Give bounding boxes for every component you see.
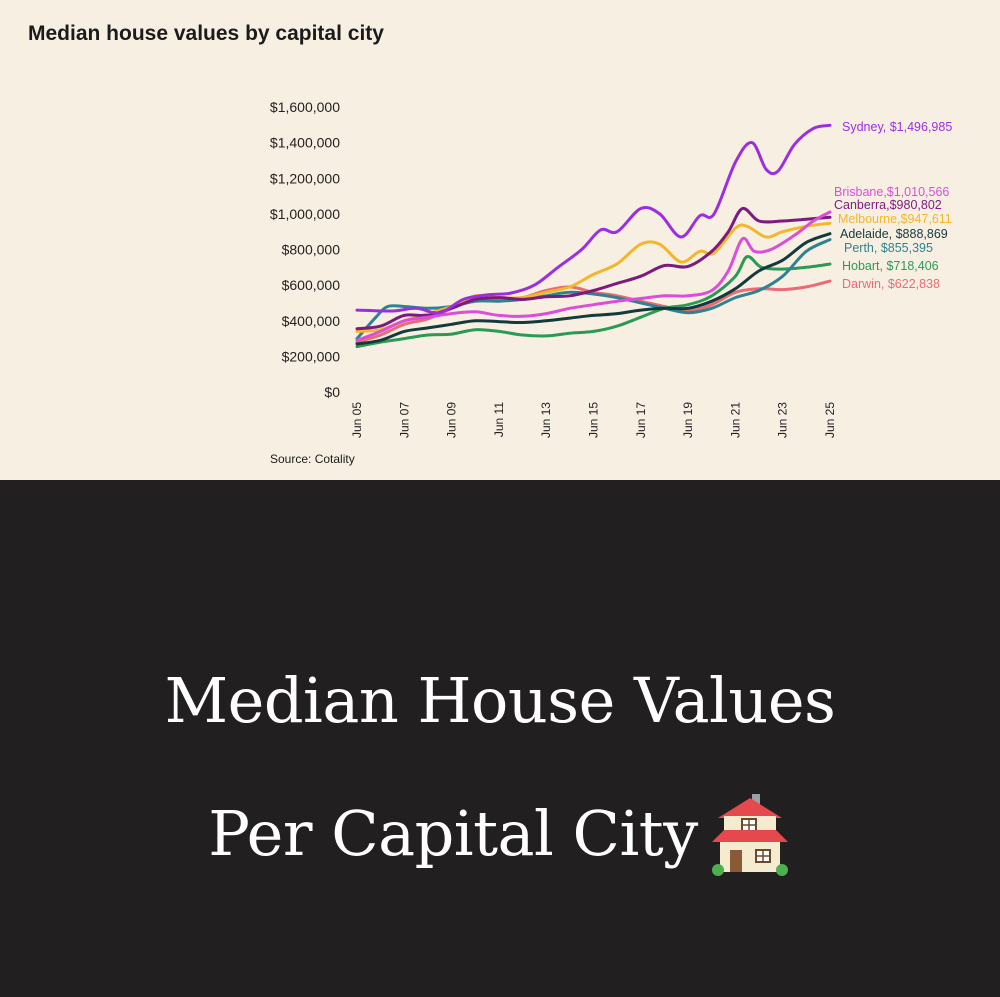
x-tick-label: Jun 13 [539, 402, 553, 438]
x-tick-label: Jun 23 [776, 402, 790, 438]
series-line-hobart [355, 255, 832, 349]
chart-title: Median house values by capital city [28, 22, 384, 45]
chart-source: Source: Cotality [270, 452, 355, 466]
end-label-brisbane: Brisbane,$1,010,566 [834, 185, 949, 199]
series-line-brisbane [355, 210, 832, 342]
series-line-sydney [355, 123, 832, 315]
y-tick-label: $1,000,000 [270, 206, 340, 222]
x-tick-label: Jun 25 [823, 402, 837, 438]
end-label-melbourne: Melbourne,$947,611 [838, 212, 952, 226]
end-label-sydney: Sydney, $1,496,985 [842, 120, 952, 134]
series-line-adelaide [355, 232, 832, 346]
y-tick-label: $200,000 [282, 348, 341, 364]
x-tick-label: Jun 11 [492, 402, 506, 437]
headline-line-1: Median House Values [164, 664, 836, 737]
house-icon [708, 792, 792, 886]
y-tick-label: $1,400,000 [270, 135, 340, 151]
x-tick-label: Jun 19 [681, 402, 695, 438]
chart-panel: Median house values by capital city $0 $2… [0, 0, 1000, 480]
end-label-canberra: Canberra,$980,802 [834, 198, 942, 212]
x-tick-label: Jun 21 [728, 402, 742, 438]
headline-line-2: Per Capital City [208, 797, 698, 871]
y-tick-label: $0 [324, 384, 340, 400]
y-tick-label: $400,000 [282, 313, 341, 329]
x-tick-label: Jun 05 [350, 402, 364, 438]
y-tick-label: $800,000 [282, 242, 341, 258]
end-label-perth: Perth, $855,395 [844, 241, 933, 255]
y-tick-label: $600,000 [282, 277, 341, 293]
x-tick-label: Jun 17 [634, 402, 648, 438]
end-label-hobart: Hobart, $718,406 [842, 259, 939, 273]
x-tick-label: Jun 15 [587, 402, 601, 438]
x-tick-label: Jun 07 [397, 402, 411, 438]
y-tick-label: $1,200,000 [270, 170, 340, 186]
line-chart: $0 $200,000 $400,000 $600,000 $800,000 $1,000… [270, 99, 952, 438]
end-label-adelaide: Adelaide, $888,869 [840, 227, 948, 241]
y-tick-label: $1,600,000 [270, 99, 340, 115]
headline-line-2-row: Per Capital City [0, 792, 1000, 886]
end-label-darwin: Darwin, $622,838 [842, 277, 940, 291]
banner: Median House Values Per Capital City [0, 480, 1000, 997]
series-line-melbourne [355, 221, 832, 333]
x-tick-label: Jun 09 [445, 402, 459, 438]
